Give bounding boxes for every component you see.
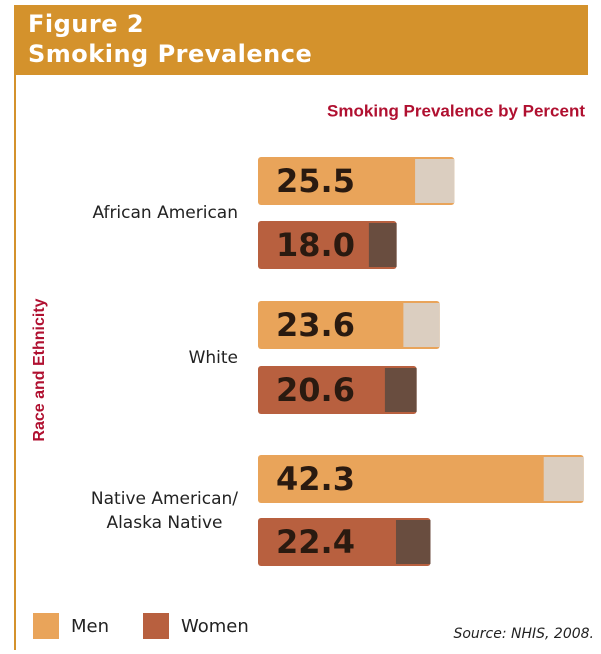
bar (258, 157, 455, 205)
bar (258, 518, 431, 566)
ash-tip (368, 223, 397, 267)
chart-title: Smoking Prevalence by Percent (327, 101, 585, 120)
legend-swatch (33, 613, 59, 639)
frame-line (14, 75, 16, 650)
value-label: 23.6 (276, 306, 355, 344)
category-label: White (188, 347, 238, 368)
figure-header: Figure 2 Smoking Prevalence (14, 5, 588, 75)
ash-tip (395, 520, 431, 564)
bar (258, 455, 584, 503)
ash-tip (403, 303, 440, 347)
value-label: 22.4 (276, 523, 355, 561)
legend-label: Men (71, 616, 109, 637)
legend-label: Women (181, 616, 249, 637)
legend-swatch (143, 613, 169, 639)
ash-tip (415, 159, 455, 203)
bar (258, 301, 440, 349)
figure-label: Figure 2 (28, 10, 145, 38)
bar (258, 221, 397, 269)
bar (258, 366, 417, 414)
figure-title: Smoking Prevalence (28, 40, 313, 68)
value-label: 42.3 (276, 460, 355, 498)
value-label: 18.0 (276, 226, 355, 264)
ash-tip (543, 457, 584, 501)
value-label: 25.5 (276, 162, 355, 200)
source-note: Source: NHIS, 2008. (453, 626, 594, 642)
category-label: African American (92, 203, 238, 223)
ash-tip (384, 368, 417, 412)
category-label: Native American/ Alaska Native (90, 488, 238, 533)
y-axis-label: Race and Ethnicity (31, 298, 48, 441)
value-label: 20.6 (276, 371, 355, 409)
